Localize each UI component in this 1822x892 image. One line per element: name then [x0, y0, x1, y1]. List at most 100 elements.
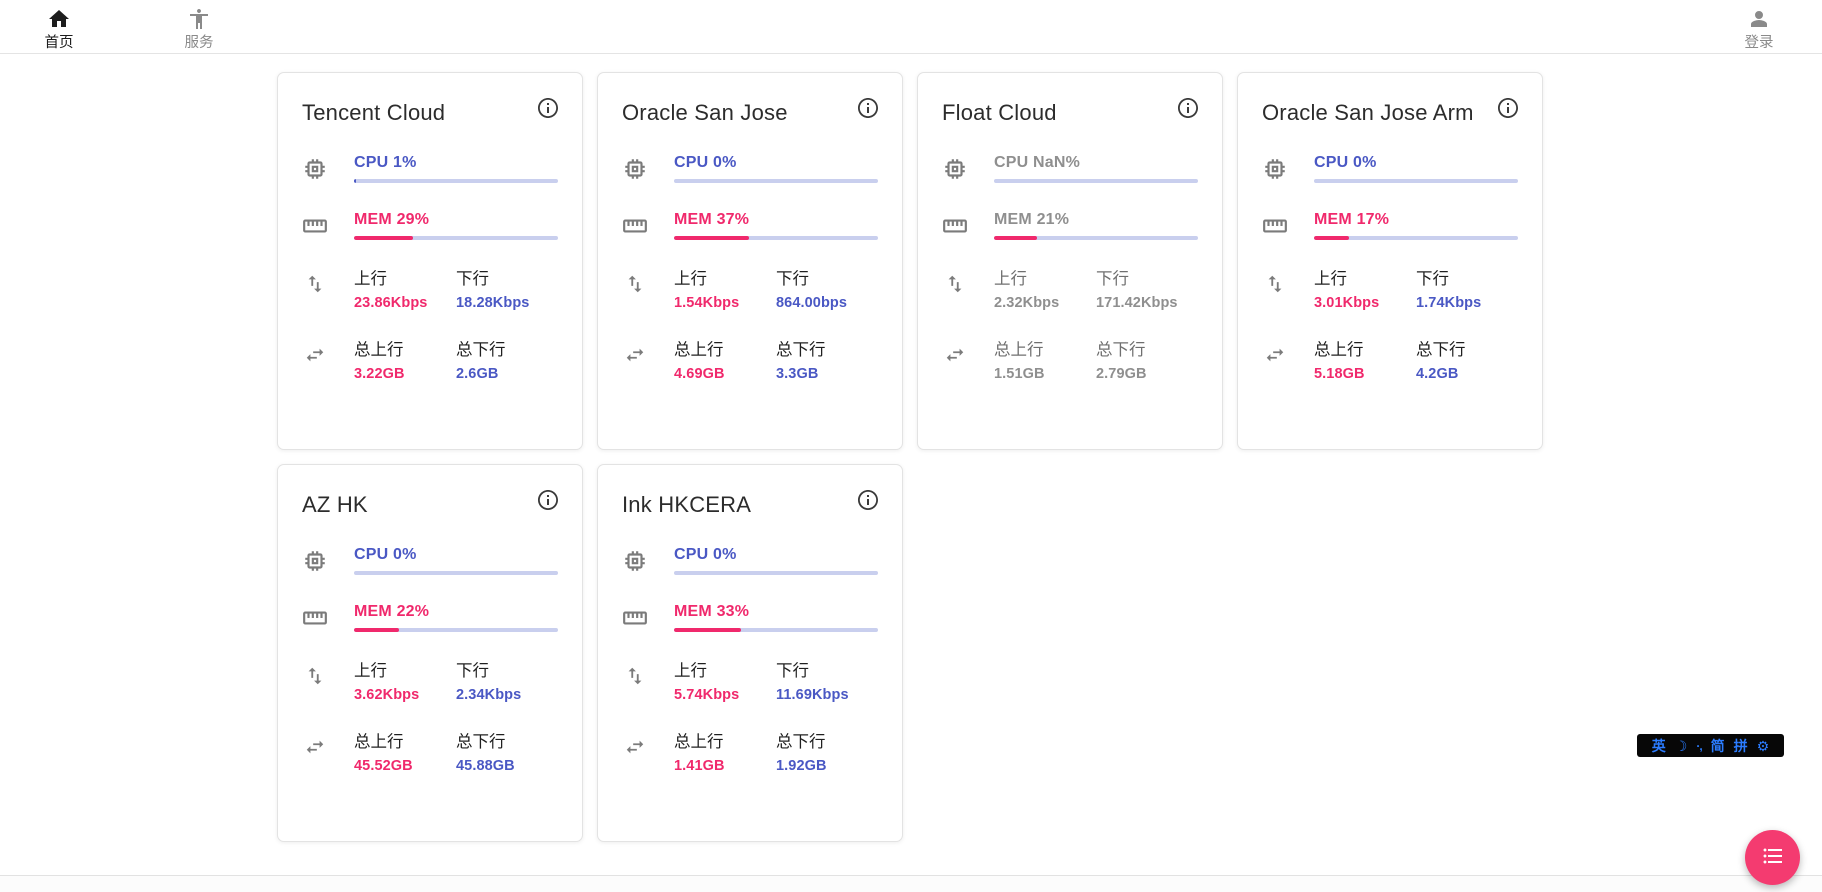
- upload-col: 上行 23.86Kbps: [354, 265, 456, 311]
- mem-row: MEM 29%: [302, 211, 558, 240]
- total-upload-label: 总上行: [674, 733, 724, 751]
- ime-pinyin-toggle[interactable]: 拼: [1733, 737, 1748, 754]
- nav-item-home[interactable]: 首页: [26, 1, 92, 52]
- card-header: Oracle San Jose Arm: [1262, 73, 1518, 126]
- cpu-progress-track: [354, 571, 558, 575]
- total-upload-col: 总上行 1.41GB: [674, 728, 776, 774]
- net-total-row: 总上行 3.22GB 总下行 2.6GB: [302, 336, 558, 382]
- cpu-row: CPU 0%: [622, 154, 878, 183]
- cpu-metric: CPU 0%: [1314, 154, 1518, 183]
- upload-value: 3.62Kbps: [354, 687, 420, 703]
- cpu-metric: CPU 0%: [674, 154, 878, 183]
- total-upload-value: 1.51GB: [994, 366, 1045, 382]
- info-icon: [1176, 96, 1200, 123]
- swap-horiz-icon: [942, 344, 968, 366]
- mem-label: MEM 33%: [674, 603, 750, 620]
- server-list-fab[interactable]: [1745, 830, 1800, 885]
- total-upload-col: 总上行 1.51GB: [994, 336, 1096, 382]
- total-download-value: 2.6GB: [456, 366, 499, 382]
- total-download-col: 总下行 1.92GB: [776, 728, 878, 774]
- swap-vert-icon: [1262, 273, 1288, 295]
- mem-progress-track: [1314, 236, 1518, 240]
- upload-label: 上行: [354, 662, 387, 680]
- cpu-chip-icon: [942, 156, 968, 182]
- mem-progress-fill: [994, 236, 1037, 240]
- main-nav: 首页 服务: [26, 1, 232, 52]
- server-name: Ink HKCERA: [622, 492, 752, 517]
- swap-horiz-icon: [302, 344, 328, 366]
- swap-horiz-icon: [302, 736, 328, 758]
- nav-item-login[interactable]: 登录: [1726, 1, 1792, 52]
- ime-lang-toggle[interactable]: 英: [1651, 737, 1666, 754]
- total-download-label: 总下行: [1096, 341, 1146, 359]
- server-name: Float Cloud: [942, 100, 1057, 125]
- mem-label: MEM 21%: [994, 211, 1070, 228]
- ime-moon-icon[interactable]: ☽: [1674, 737, 1688, 754]
- ime-punctuation-toggle[interactable]: ·,: [1696, 738, 1702, 753]
- swap-horiz-icon: [622, 736, 648, 758]
- mem-progress-track: [354, 236, 558, 240]
- total-download-label: 总下行: [456, 341, 506, 359]
- net-total-cols: 总上行 5.18GB 总下行 4.2GB: [1314, 336, 1518, 382]
- person-icon: [1747, 7, 1771, 34]
- mem-progress-fill: [354, 236, 414, 240]
- upload-label: 上行: [354, 270, 387, 288]
- mem-row: MEM 37%: [622, 211, 878, 240]
- server-card: Ink HKCERA CPU 0% MEM 3: [597, 464, 903, 842]
- total-download-label: 总下行: [1416, 341, 1466, 359]
- card-header: Oracle San Jose: [622, 73, 878, 126]
- net-total-cols: 总上行 1.51GB 总下行 2.79GB: [994, 336, 1198, 382]
- total-upload-label: 总上行: [354, 341, 404, 359]
- total-download-label: 总下行: [776, 733, 826, 751]
- cpu-label: CPU 0%: [674, 546, 737, 563]
- upload-value: 2.32Kbps: [994, 295, 1060, 311]
- info-button[interactable]: [1172, 93, 1204, 125]
- mem-metric: MEM 37%: [674, 211, 878, 240]
- total-download-label: 总下行: [776, 341, 826, 359]
- mem-metric: MEM 21%: [994, 211, 1198, 240]
- nav-item-services[interactable]: 服务: [166, 1, 232, 52]
- memory-ruler-icon: [1262, 213, 1288, 239]
- server-name: Tencent Cloud: [302, 100, 446, 125]
- ime-toolbar: 英 ☽ ·, 简 拼 ⚙: [1637, 734, 1784, 757]
- footer-divider: [0, 875, 1822, 892]
- swap-vert-icon: [622, 665, 648, 687]
- total-download-col: 总下行 2.6GB: [456, 336, 558, 382]
- total-download-value: 4.2GB: [1416, 366, 1459, 382]
- download-label: 下行: [776, 270, 809, 288]
- net-speed-row: 上行 5.74Kbps 下行 11.69Kbps: [622, 657, 878, 703]
- card-header: Tencent Cloud: [302, 73, 558, 126]
- server-name: Oracle San Jose Arm: [1262, 100, 1474, 125]
- dashboard: Tencent Cloud CPU 1% ME: [0, 54, 1822, 842]
- info-button[interactable]: [852, 485, 884, 517]
- total-upload-value: 3.22GB: [354, 366, 405, 382]
- mem-progress-track: [354, 628, 558, 632]
- nav-services-label: 服务: [184, 35, 214, 51]
- info-button[interactable]: [1492, 93, 1524, 125]
- mem-metric: MEM 29%: [354, 211, 558, 240]
- memory-ruler-icon: [622, 213, 648, 239]
- upload-label: 上行: [994, 270, 1027, 288]
- mem-progress-fill: [354, 628, 399, 632]
- net-total-cols: 总上行 1.41GB 总下行 1.92GB: [674, 728, 878, 774]
- cpu-row: CPU NaN%: [942, 154, 1198, 183]
- cpu-progress-track: [674, 571, 878, 575]
- mem-metric: MEM 17%: [1314, 211, 1518, 240]
- info-button[interactable]: [532, 485, 564, 517]
- info-button[interactable]: [852, 93, 884, 125]
- cpu-chip-icon: [622, 548, 648, 574]
- cpu-row: CPU 1%: [302, 154, 558, 183]
- download-label: 下行: [456, 662, 489, 680]
- total-upload-value: 45.52GB: [354, 758, 413, 774]
- total-upload-label: 总上行: [994, 341, 1044, 359]
- mem-metric: MEM 33%: [674, 603, 878, 632]
- card-header: Float Cloud: [942, 73, 1198, 126]
- ime-gear-icon[interactable]: ⚙: [1756, 737, 1770, 754]
- ime-simplified-toggle[interactable]: 简: [1710, 737, 1725, 754]
- info-button[interactable]: [532, 93, 564, 125]
- net-speed-cols: 上行 3.01Kbps 下行 1.74Kbps: [1314, 265, 1518, 311]
- swap-vert-icon: [622, 273, 648, 295]
- cpu-chip-icon: [302, 548, 328, 574]
- memory-ruler-icon: [302, 213, 328, 239]
- mem-progress-track: [674, 628, 878, 632]
